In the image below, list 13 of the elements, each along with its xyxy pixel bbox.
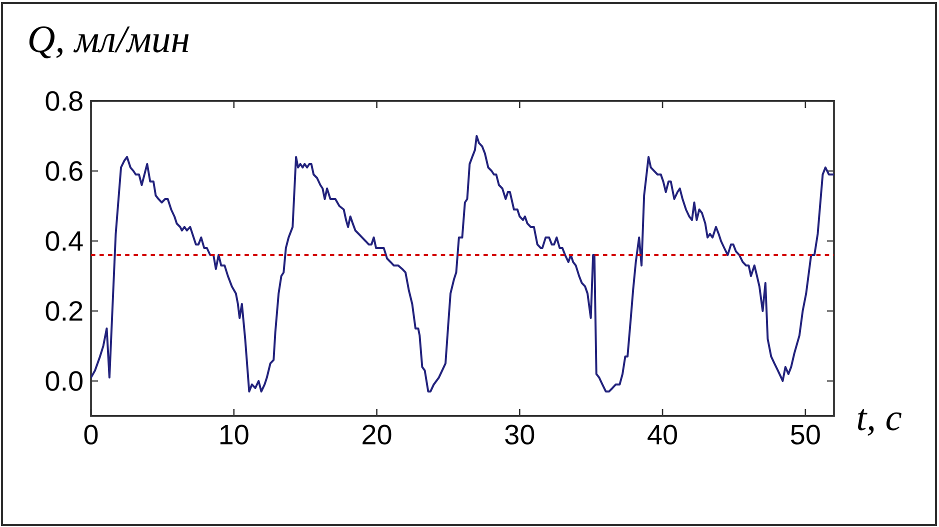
- x-tick-label: 0: [84, 424, 98, 445]
- x-tick-label: 20: [362, 424, 392, 445]
- y-tick-label: 0.0: [46, 371, 83, 391]
- x-axis-title: t, с: [858, 408, 902, 436]
- y-tick-label: 0.6: [46, 161, 82, 181]
- x-tick-label: 10: [220, 424, 248, 445]
- x-tick-label: 40: [648, 424, 678, 445]
- y-tick-label: 0.4: [46, 231, 83, 251]
- x-tick-label: 30: [505, 424, 534, 445]
- y-axis-title: Q, мл/мин: [29, 26, 189, 58]
- x-tick-label: 50: [790, 424, 820, 445]
- y-tick-label: 0.8: [46, 91, 82, 111]
- y-tick-label: 0.2: [46, 301, 82, 321]
